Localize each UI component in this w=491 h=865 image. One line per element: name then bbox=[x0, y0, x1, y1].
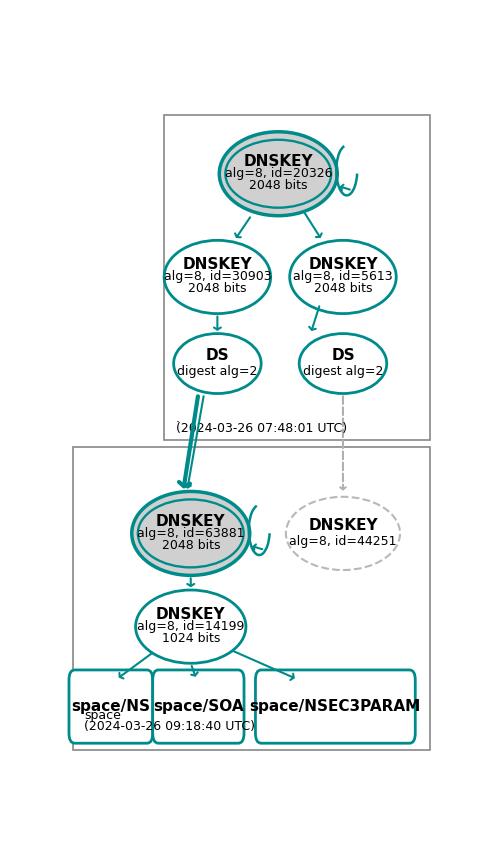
Text: alg=8, id=20326: alg=8, id=20326 bbox=[224, 167, 332, 180]
Text: alg=8, id=5613: alg=8, id=5613 bbox=[293, 271, 393, 284]
Text: space/NSEC3PARAM: space/NSEC3PARAM bbox=[250, 699, 421, 714]
FancyBboxPatch shape bbox=[255, 670, 415, 743]
Text: space/NS: space/NS bbox=[71, 699, 150, 714]
Bar bbox=[73, 447, 431, 750]
Text: alg=8, id=14199: alg=8, id=14199 bbox=[137, 620, 245, 633]
Ellipse shape bbox=[290, 240, 396, 314]
Bar bbox=[164, 115, 431, 440]
Ellipse shape bbox=[164, 240, 271, 314]
Text: DNSKEY: DNSKEY bbox=[156, 607, 225, 622]
FancyBboxPatch shape bbox=[153, 670, 244, 743]
Text: DNSKEY: DNSKEY bbox=[183, 258, 252, 272]
Text: alg=8, id=44251: alg=8, id=44251 bbox=[289, 535, 397, 548]
Ellipse shape bbox=[136, 590, 246, 663]
Text: space/SOA: space/SOA bbox=[153, 699, 244, 714]
Text: digest alg=2: digest alg=2 bbox=[303, 365, 383, 378]
Text: DS: DS bbox=[206, 348, 229, 363]
Text: 2048 bits: 2048 bits bbox=[249, 179, 307, 192]
Text: space: space bbox=[84, 709, 121, 722]
Text: 2048 bits: 2048 bits bbox=[314, 283, 372, 296]
Text: DS: DS bbox=[331, 348, 355, 363]
Text: alg=8, id=30903: alg=8, id=30903 bbox=[164, 271, 271, 284]
Text: digest alg=2: digest alg=2 bbox=[177, 365, 258, 378]
Ellipse shape bbox=[225, 140, 331, 208]
FancyBboxPatch shape bbox=[69, 670, 153, 743]
Ellipse shape bbox=[132, 491, 250, 575]
Ellipse shape bbox=[174, 334, 261, 394]
Ellipse shape bbox=[286, 497, 400, 570]
Text: 2048 bits: 2048 bits bbox=[162, 539, 220, 552]
Text: .: . bbox=[176, 412, 180, 425]
Text: DNSKEY: DNSKEY bbox=[308, 258, 378, 272]
Ellipse shape bbox=[299, 334, 387, 394]
Text: (2024-03-26 07:48:01 UTC): (2024-03-26 07:48:01 UTC) bbox=[176, 422, 347, 435]
Ellipse shape bbox=[219, 131, 337, 215]
Text: alg=8, id=63881: alg=8, id=63881 bbox=[137, 527, 245, 540]
Text: 2048 bits: 2048 bits bbox=[188, 283, 246, 296]
Text: DNSKEY: DNSKEY bbox=[244, 154, 313, 170]
Text: DNSKEY: DNSKEY bbox=[156, 514, 225, 529]
Text: DNSKEY: DNSKEY bbox=[308, 518, 378, 533]
Ellipse shape bbox=[138, 499, 244, 567]
Text: (2024-03-26 09:18:40 UTC): (2024-03-26 09:18:40 UTC) bbox=[84, 721, 255, 734]
Text: 1024 bits: 1024 bits bbox=[162, 632, 220, 645]
